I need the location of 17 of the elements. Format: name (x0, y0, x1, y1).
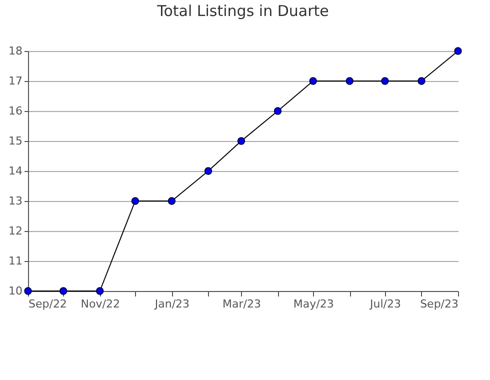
x-tick-label: May/23 (293, 298, 334, 310)
x-tick-label: Sep/22 (28, 298, 67, 310)
y-tick-label: 18 (8, 44, 22, 58)
x-tick-label: Nov/22 (80, 298, 120, 310)
y-tick-label: 14 (8, 164, 22, 178)
y-tick-label: 12 (8, 224, 22, 238)
x-tick-label: Mar/23 (222, 298, 261, 310)
y-tick-label: 17 (8, 74, 22, 88)
x-tick-label: Jul/23 (368, 298, 401, 310)
x-tick-label: Sep/23 (420, 298, 458, 310)
chart-title: Total Listings in Duarte (156, 2, 329, 20)
y-tick-label: 15 (8, 134, 22, 148)
y-tick-label: 16 (8, 104, 22, 118)
y-tick-label: 13 (8, 194, 22, 208)
x-tick-label: Jan/23 (154, 298, 190, 310)
y-tick-label: 10 (8, 284, 22, 298)
y-tick-label: 11 (8, 254, 22, 268)
